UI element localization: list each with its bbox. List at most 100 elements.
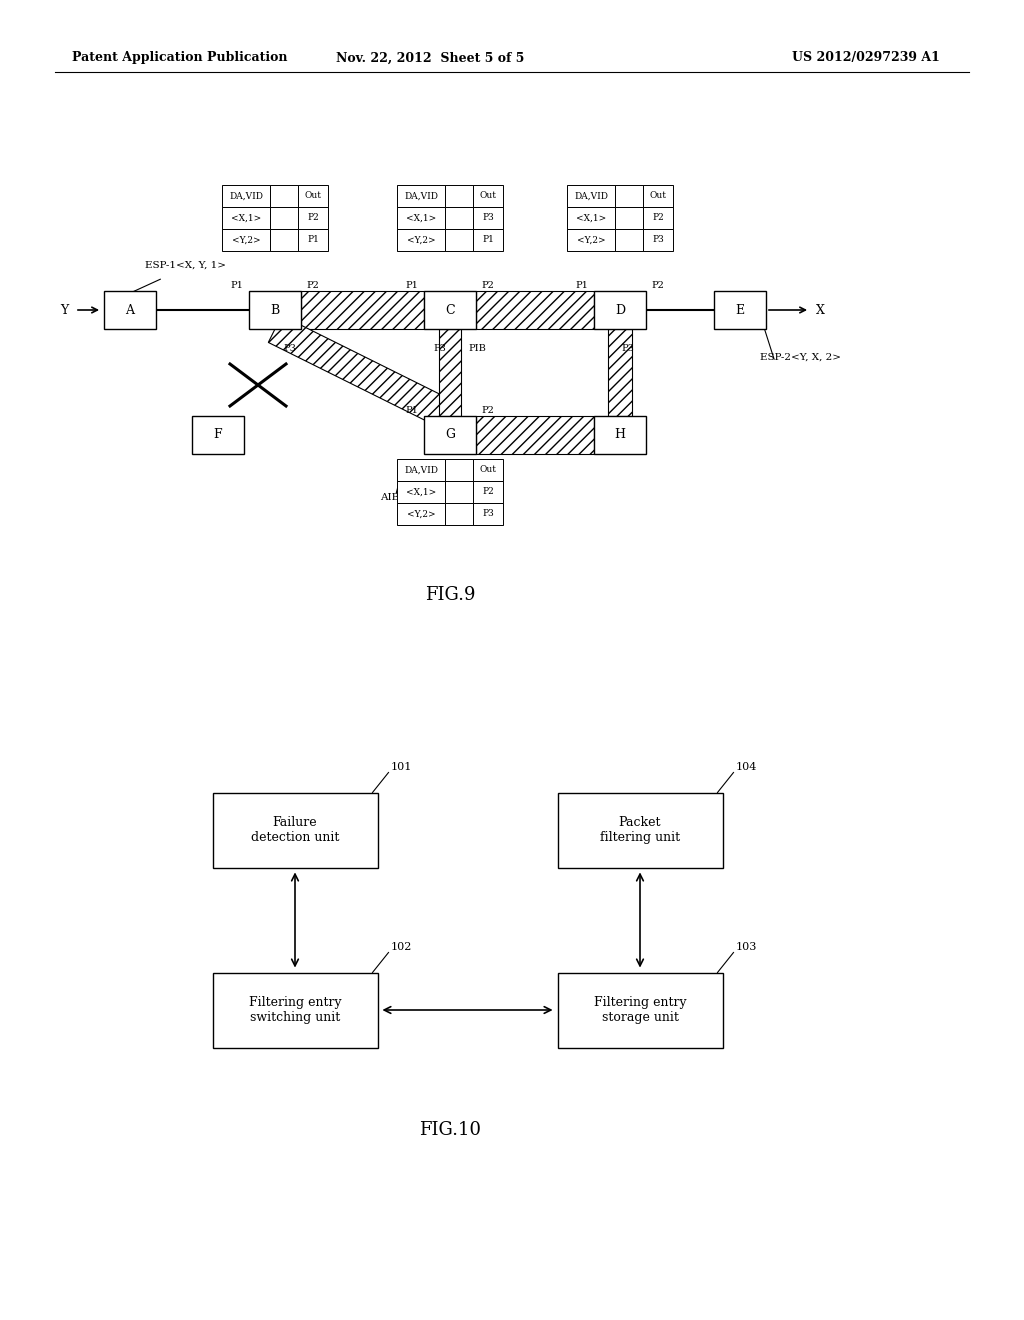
Text: P2: P2 — [652, 214, 664, 223]
Bar — [643, 185, 673, 207]
Bar — [445, 503, 473, 525]
Text: P1: P1 — [307, 235, 318, 244]
Bar — [473, 185, 503, 207]
Bar — [397, 228, 445, 251]
Bar — [567, 228, 615, 251]
Bar — [104, 290, 156, 329]
Bar — [473, 459, 503, 480]
Bar — [615, 207, 643, 228]
Bar — [557, 792, 723, 867]
Text: G: G — [445, 429, 455, 441]
Text: F: F — [214, 429, 222, 441]
Text: DA,VID: DA,VID — [574, 191, 608, 201]
Text: FIG.10: FIG.10 — [419, 1121, 481, 1139]
Bar — [424, 416, 476, 454]
Polygon shape — [268, 315, 457, 429]
Text: P1: P1 — [406, 281, 419, 290]
Text: D: D — [615, 304, 625, 317]
Bar — [298, 207, 328, 228]
Text: PIB: PIB — [468, 345, 485, 352]
Bar — [270, 185, 298, 207]
Text: E: E — [735, 304, 744, 317]
Bar — [424, 290, 476, 329]
Text: 102: 102 — [390, 942, 412, 953]
Text: ESP-1<X, Y, 1>: ESP-1<X, Y, 1> — [145, 261, 226, 271]
Text: P3: P3 — [622, 345, 635, 352]
Bar — [397, 480, 445, 503]
Text: Out: Out — [649, 191, 667, 201]
Bar — [397, 503, 445, 525]
Text: P2: P2 — [482, 487, 494, 496]
Bar — [445, 207, 473, 228]
Text: P2: P2 — [306, 281, 319, 290]
Bar — [249, 290, 301, 329]
Text: P3: P3 — [482, 510, 494, 519]
Bar — [594, 416, 646, 454]
Bar — [473, 207, 503, 228]
Text: Patent Application Publication: Patent Application Publication — [72, 51, 288, 65]
Bar — [473, 228, 503, 251]
Bar — [397, 207, 445, 228]
Text: Filtering entry
switching unit: Filtering entry switching unit — [249, 997, 341, 1024]
Text: US 2012/0297239 A1: US 2012/0297239 A1 — [793, 51, 940, 65]
Bar — [270, 228, 298, 251]
Polygon shape — [608, 329, 632, 416]
Bar — [445, 228, 473, 251]
Text: C: C — [445, 304, 455, 317]
Bar — [213, 973, 378, 1048]
Bar — [476, 290, 594, 329]
Bar — [445, 480, 473, 503]
Text: P2: P2 — [651, 281, 665, 290]
Bar — [567, 207, 615, 228]
Text: DA,VID: DA,VID — [404, 466, 438, 474]
Bar — [445, 185, 473, 207]
Text: B: B — [270, 304, 280, 317]
Text: <X,1>: <X,1> — [575, 214, 606, 223]
Text: Y: Y — [59, 304, 68, 317]
Bar — [473, 480, 503, 503]
Text: P3: P3 — [482, 214, 494, 223]
Bar — [476, 416, 594, 454]
Text: <X,1>: <X,1> — [406, 214, 436, 223]
Text: DA,VID: DA,VID — [404, 191, 438, 201]
Bar — [301, 290, 424, 329]
Text: P2: P2 — [307, 214, 318, 223]
Text: P3: P3 — [443, 463, 457, 473]
Text: <X,1>: <X,1> — [406, 487, 436, 496]
Text: FIG.9: FIG.9 — [425, 586, 475, 605]
Text: Failure
detection unit: Failure detection unit — [251, 816, 339, 843]
Bar — [594, 290, 646, 329]
Text: <Y,2>: <Y,2> — [231, 235, 260, 244]
Bar — [445, 459, 473, 480]
Text: 103: 103 — [735, 942, 757, 953]
Bar — [615, 185, 643, 207]
Text: Out: Out — [304, 191, 322, 201]
Bar — [222, 228, 270, 251]
Bar — [557, 973, 723, 1048]
Text: P1: P1 — [406, 407, 419, 414]
Text: P3: P3 — [652, 235, 664, 244]
Text: Out: Out — [479, 466, 497, 474]
Bar — [397, 459, 445, 480]
Text: A: A — [126, 304, 134, 317]
Text: ESP-2<Y, X, 2>: ESP-2<Y, X, 2> — [760, 352, 841, 362]
Bar — [643, 228, 673, 251]
Bar — [193, 416, 244, 454]
Text: Filtering entry
storage unit: Filtering entry storage unit — [594, 997, 686, 1024]
Text: P3: P3 — [284, 345, 296, 352]
Text: Nov. 22, 2012  Sheet 5 of 5: Nov. 22, 2012 Sheet 5 of 5 — [336, 51, 524, 65]
Bar — [298, 228, 328, 251]
Text: P1: P1 — [482, 235, 494, 244]
Text: AIB: AIB — [380, 492, 399, 502]
Text: X: X — [816, 304, 825, 317]
Bar — [473, 503, 503, 525]
Polygon shape — [439, 329, 461, 416]
Text: <Y,2>: <Y,2> — [407, 235, 435, 244]
Bar — [714, 290, 766, 329]
Bar — [298, 185, 328, 207]
Bar — [397, 185, 445, 207]
Text: P2: P2 — [481, 407, 495, 414]
Text: 104: 104 — [735, 763, 757, 772]
Text: 101: 101 — [390, 763, 412, 772]
Text: <Y,2>: <Y,2> — [577, 235, 605, 244]
